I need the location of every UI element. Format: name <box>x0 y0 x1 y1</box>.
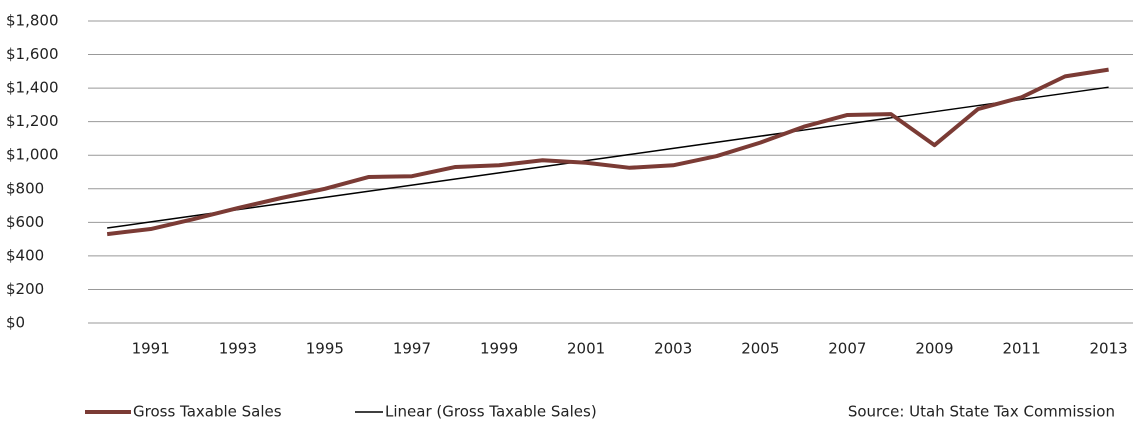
x-tick-label: 2007 <box>828 340 866 358</box>
x-tick-label: 1991 <box>132 340 170 358</box>
x-tick-label: 2005 <box>741 340 779 358</box>
source-note: Source: Utah State Tax Commission <box>848 403 1115 421</box>
x-tick-label: 1993 <box>219 340 257 358</box>
x-tick-label: 2013 <box>1090 340 1128 358</box>
y-tick-label: $1,600 <box>6 45 59 63</box>
x-tick-label: 2011 <box>1002 340 1040 358</box>
legend-label: Linear (Gross Taxable Sales) <box>385 403 597 421</box>
y-tick-label: $800 <box>6 179 44 197</box>
y-tick-label: $1,200 <box>6 112 59 130</box>
x-tick-label: 1995 <box>306 340 344 358</box>
x-tick-label: 2001 <box>567 340 605 358</box>
y-tick-label: $1,400 <box>6 79 59 97</box>
x-tick-label: 2003 <box>654 340 692 358</box>
y-tick-label: $200 <box>6 280 44 298</box>
y-tick-label: $1,800 <box>6 12 59 30</box>
y-tick-label: $600 <box>6 213 44 231</box>
y-tick-label: $0 <box>6 314 25 332</box>
x-tick-label: 1999 <box>480 340 518 358</box>
x-tick-label: 2009 <box>915 340 953 358</box>
y-tick-label: $1,000 <box>6 146 59 164</box>
y-tick-label: $400 <box>6 246 44 264</box>
legend-label: Gross Taxable Sales <box>133 403 282 421</box>
series-line <box>106 67 1109 237</box>
x-tick-label: 1997 <box>393 340 431 358</box>
series-line <box>107 86 1109 229</box>
